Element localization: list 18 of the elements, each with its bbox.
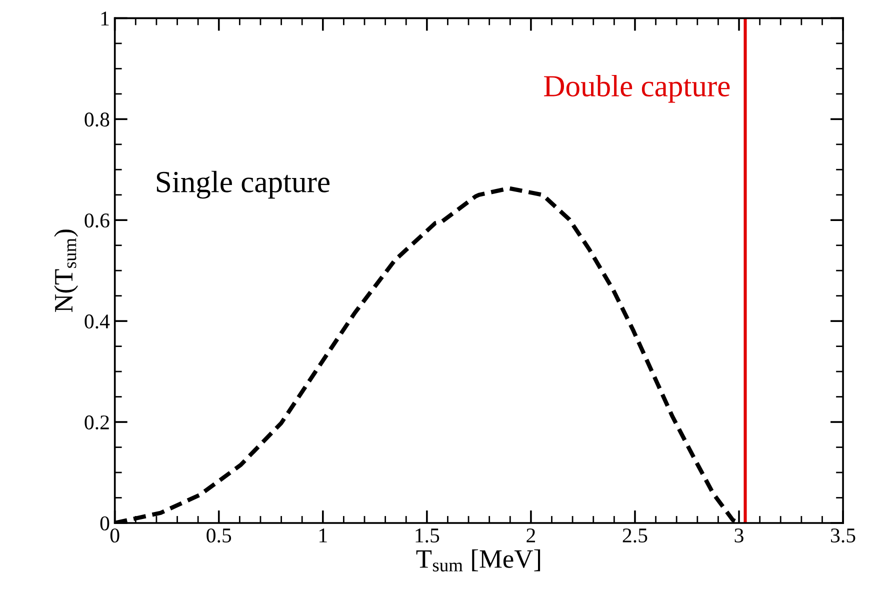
y-axis-title: N(T$_{sum}$) bbox=[54, 230, 78, 312]
x-tick-label: 2 bbox=[526, 528, 536, 542]
x-tick-label: 2.5 bbox=[622, 528, 648, 543]
text: Single capture bbox=[156, 170, 330, 199]
x-tick-label: 1 bbox=[320, 528, 327, 542]
y-tick-label: 0.6 bbox=[84, 213, 110, 228]
x-axis-title: T$_{sum}$ [MeV] bbox=[416, 549, 540, 572]
x-tick-label: 0 bbox=[110, 528, 120, 542]
y-tick-label: 0.8 bbox=[84, 112, 110, 127]
x-tick-label: 3.5 bbox=[831, 528, 856, 543]
x-tick-label: 0.5 bbox=[206, 528, 232, 543]
x-tick-label: 1.5 bbox=[416, 528, 440, 543]
y-tick-label: 0 bbox=[100, 516, 110, 530]
y-tick-label: 0.2 bbox=[84, 415, 109, 430]
y-tick-label: 0.4 bbox=[84, 314, 110, 329]
ref-line-label: Double capture bbox=[544, 74, 730, 103]
y-tick-label: 1 bbox=[101, 12, 109, 26]
x-tick-label: 3 bbox=[734, 528, 744, 542]
